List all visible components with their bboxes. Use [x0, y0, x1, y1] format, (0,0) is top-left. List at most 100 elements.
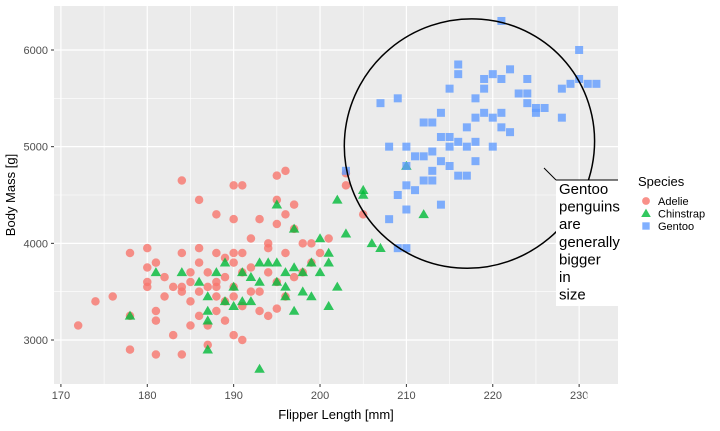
data-point-adelie	[298, 239, 307, 248]
data-point-chinstrap	[332, 194, 343, 204]
x-tick-label: 190	[224, 390, 242, 402]
data-point-chinstrap	[271, 257, 283, 267]
data-point-gentoo	[341, 166, 350, 175]
data-point-gentoo	[436, 157, 445, 166]
data-point-gentoo	[411, 152, 420, 161]
data-point-adelie	[177, 248, 187, 258]
data-point-adelie	[246, 287, 256, 296]
data-point-adelie	[212, 248, 221, 258]
data-point-adelie	[143, 282, 152, 292]
data-point-adelie	[229, 181, 238, 190]
data-point-chinstrap	[219, 257, 231, 267]
data-point-gentoo	[557, 113, 566, 122]
data-point-chinstrap	[323, 257, 334, 267]
data-point-adelie	[315, 248, 325, 258]
data-point-adelie	[246, 234, 256, 243]
legend-item-gentoo: Gentoo	[642, 221, 694, 233]
data-point-gentoo	[436, 132, 445, 141]
data-point-adelie	[272, 171, 282, 180]
legend-label: Gentoo	[658, 221, 694, 233]
data-point-adelie	[281, 210, 290, 219]
data-point-adelie	[194, 195, 204, 205]
data-point-adelie	[238, 181, 247, 190]
data-point-gentoo	[583, 79, 592, 88]
data-point-chinstrap	[245, 271, 257, 281]
data-point-gentoo	[592, 79, 601, 88]
data-point-adelie	[358, 210, 368, 219]
data-point-gentoo	[454, 171, 463, 180]
x-tick-label: 170	[52, 390, 70, 402]
data-point-gentoo	[497, 16, 506, 25]
annotation-text-line: penguins	[559, 199, 620, 216]
data-point-adelie	[229, 248, 238, 258]
data-point-chinstrap	[306, 257, 317, 267]
data-point-gentoo	[454, 70, 463, 79]
data-points	[73, 16, 601, 373]
data-point-gentoo	[497, 74, 506, 83]
data-point-chinstrap	[375, 242, 386, 252]
data-point-adelie	[263, 239, 273, 248]
data-point-chinstrap	[202, 291, 213, 301]
legend-key-adelie	[642, 197, 650, 205]
data-point-chinstrap	[340, 228, 352, 238]
data-point-gentoo	[419, 176, 428, 185]
data-point-adelie	[151, 258, 161, 267]
data-point-adelie	[160, 272, 169, 282]
data-point-adelie	[307, 239, 316, 248]
data-point-chinstrap	[297, 286, 308, 296]
data-point-gentoo	[462, 171, 471, 180]
legend-label: Chinstrap	[658, 209, 705, 221]
data-point-chinstrap	[280, 281, 291, 291]
data-point-adelie	[238, 248, 247, 258]
data-point-gentoo	[506, 128, 515, 137]
data-point-adelie	[281, 248, 290, 258]
data-point-gentoo	[436, 108, 445, 117]
data-point-chinstrap	[211, 267, 222, 277]
data-point-adelie	[151, 306, 161, 316]
data-point-gentoo	[480, 84, 489, 93]
x-tick-label: 230	[570, 390, 588, 402]
data-point-chinstrap	[366, 238, 378, 248]
data-point-gentoo	[523, 89, 532, 98]
data-point-gentoo	[514, 89, 523, 98]
data-point-chinstrap	[237, 267, 248, 277]
series-chinstrap	[124, 160, 429, 373]
highlight-ellipse	[343, 18, 596, 270]
data-point-adelie	[263, 268, 273, 277]
data-point-adelie	[143, 263, 152, 272]
data-point-adelie	[73, 321, 83, 330]
data-point-chinstrap	[193, 276, 205, 286]
data-point-gentoo	[540, 103, 549, 112]
data-point-adelie	[238, 335, 247, 345]
data-point-adelie	[324, 234, 333, 243]
data-point-adelie	[272, 219, 282, 229]
data-point-gentoo	[419, 118, 428, 127]
data-point-chinstrap	[357, 189, 369, 199]
data-point-adelie	[341, 181, 351, 190]
annotation-leader	[543, 167, 557, 181]
data-point-gentoo	[506, 65, 515, 74]
data-point-gentoo	[376, 99, 385, 108]
data-point-adelie	[143, 243, 152, 253]
data-point-adelie	[194, 243, 204, 253]
x-tick-label: 210	[397, 390, 415, 402]
data-point-gentoo	[428, 118, 437, 127]
data-point-adelie	[177, 176, 187, 185]
data-point-gentoo	[471, 157, 480, 166]
data-point-gentoo	[454, 137, 463, 146]
data-point-gentoo	[445, 132, 454, 141]
watermark: 知乎 @圆仔	[585, 393, 664, 410]
data-point-chinstrap	[323, 247, 334, 257]
data-point-gentoo	[497, 123, 506, 132]
data-point-gentoo	[428, 176, 437, 185]
data-point-chinstrap	[254, 363, 265, 373]
data-point-chinstrap	[262, 257, 274, 267]
data-point-gentoo	[575, 74, 584, 83]
data-point-gentoo	[488, 113, 497, 122]
annotation-text-line: are	[559, 216, 581, 233]
data-point-adelie	[212, 277, 221, 287]
data-point-chinstrap	[288, 305, 300, 315]
data-point-adelie	[229, 330, 238, 340]
